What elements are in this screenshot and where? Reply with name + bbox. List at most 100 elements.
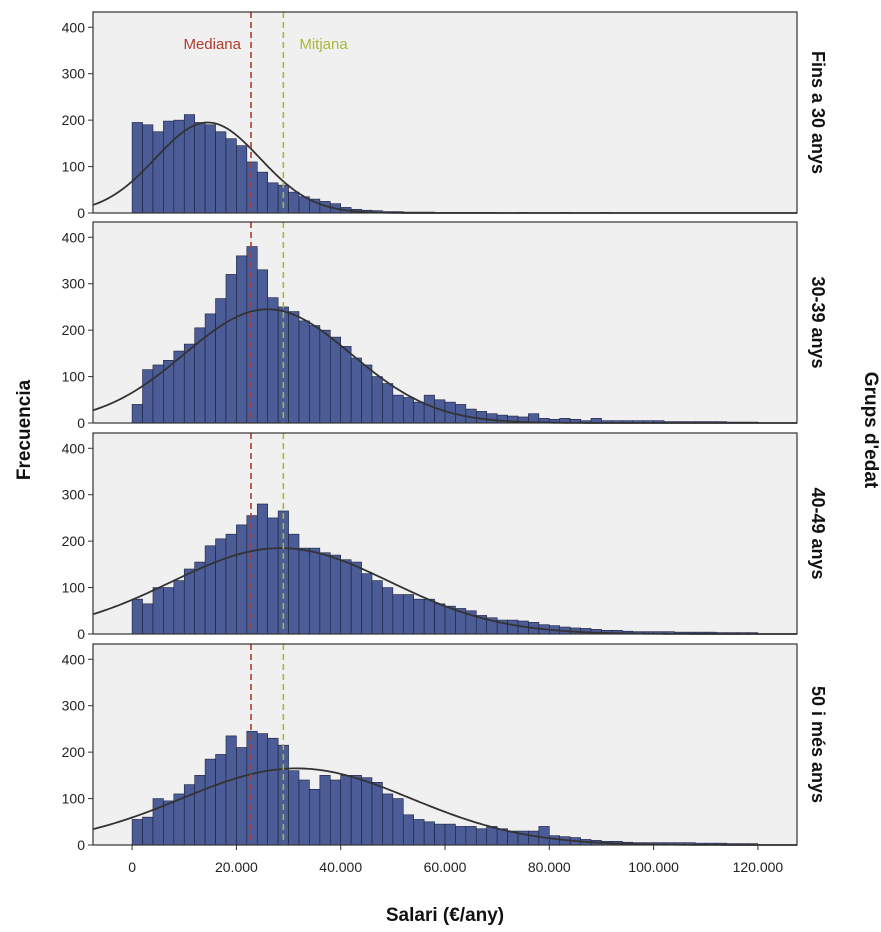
x-axis-title: Salari (€/any): [386, 905, 504, 926]
histogram-bar: [392, 798, 404, 846]
histogram-bar: [131, 122, 143, 214]
group-label: Fins a 30 anys: [808, 51, 828, 174]
histogram-bar: [277, 184, 289, 214]
histogram-bar: [236, 255, 248, 424]
histogram-bar: [548, 835, 561, 846]
y-tick-label: 100: [62, 791, 86, 807]
histogram-bar: [267, 517, 279, 635]
histogram-bar: [246, 161, 258, 214]
histogram-bar: [288, 770, 300, 846]
x-tick-label: 80.000: [528, 859, 571, 875]
histogram-bar: [163, 800, 175, 846]
histogram-bar: [329, 779, 341, 846]
histogram-bar: [298, 779, 310, 846]
histogram-bar: [204, 545, 216, 635]
y-tick-label: 100: [62, 369, 86, 385]
histogram-bar: [152, 587, 164, 635]
histogram-bar: [340, 346, 352, 424]
histogram-bar: [225, 735, 237, 846]
histogram-bar: [402, 397, 415, 424]
panel-frame: [92, 221, 798, 424]
histogram-bar: [142, 603, 154, 635]
histogram-bar: [455, 826, 467, 846]
y-tick-label: 0: [77, 626, 85, 642]
histogram-bar: [392, 594, 404, 635]
group-label: 50 i més anys: [808, 686, 828, 803]
x-tick-label: 60.000: [424, 859, 467, 875]
histogram-bar: [371, 376, 383, 424]
histogram-bar: [507, 619, 519, 635]
histogram-bar: [392, 394, 404, 424]
histogram-bar: [371, 782, 383, 846]
histogram-bar: [382, 587, 394, 635]
histogram-bar: [371, 580, 383, 635]
histogram-bar: [267, 182, 279, 214]
histogram-bar: [163, 587, 175, 635]
histogram-bar: [340, 775, 352, 846]
histogram-bar: [194, 775, 206, 846]
histogram-bar: [131, 819, 143, 846]
histogram-bar: [361, 573, 373, 635]
x-tick-label: 20.000: [215, 859, 258, 875]
histogram-bar: [152, 131, 164, 214]
histogram-bar: [382, 793, 394, 846]
y-tick-label: 300: [62, 66, 86, 82]
histogram-bar: [298, 547, 310, 635]
y-tick-label: 0: [77, 205, 85, 221]
y-tick-label: 300: [62, 698, 86, 714]
histogram-bar: [215, 538, 227, 635]
group-label: 40-49 anys: [808, 487, 828, 579]
histogram-bar: [444, 823, 456, 846]
histogram-bar: [267, 737, 279, 846]
facet-panel: 0 100 200 300 400 50 i més anys: [62, 643, 828, 853]
histogram-bar: [361, 777, 373, 846]
histogram-bar: [236, 524, 248, 635]
histogram-bar: [475, 828, 488, 846]
y-tick-label: 200: [62, 112, 86, 128]
y-tick-label: 400: [62, 651, 86, 667]
panel-frame: [92, 432, 798, 635]
histogram-bar: [382, 383, 394, 424]
histogram-bar: [350, 775, 362, 846]
histogram-bar: [194, 561, 206, 635]
x-tick-label: 0: [128, 859, 136, 875]
histogram-bar: [350, 357, 362, 424]
histogram-bar: [215, 298, 227, 424]
y-tick-label: 300: [62, 276, 86, 292]
histogram-bar: [131, 598, 143, 635]
histogram-bar: [142, 369, 154, 424]
histogram-bar: [423, 394, 435, 424]
y-axis-title: Frecuencia: [14, 379, 35, 480]
histogram-bar: [142, 816, 154, 846]
histogram-bar: [538, 826, 550, 846]
y-tick-label: 200: [62, 322, 86, 338]
histogram-bar: [236, 145, 248, 214]
histogram-bar: [288, 191, 300, 214]
histogram-bar: [183, 568, 195, 635]
histogram-bar: [215, 754, 227, 846]
histogram-bar: [173, 580, 185, 635]
y-tick-label: 300: [62, 487, 86, 503]
histogram-bar: [350, 561, 362, 635]
histogram-bar: [329, 554, 341, 635]
histogram-bar: [298, 320, 310, 424]
histogram-bar: [434, 823, 446, 846]
facet-panels: Mediana Mitjana 0 100 200 300 400 Fins a 30 any…: [62, 11, 828, 853]
histogram-bar: [340, 559, 352, 635]
histogram-bar: [528, 830, 540, 846]
histogram-bar: [413, 401, 425, 424]
histogram-bar: [256, 503, 268, 635]
histogram-bar: [256, 733, 268, 846]
histogram-bar: [246, 730, 258, 846]
histogram-bars: [131, 730, 759, 846]
x-tick-label: 120.000: [733, 859, 784, 875]
histogram-bar: [475, 411, 488, 424]
histogram-bar: [225, 274, 237, 424]
histogram-bar: [225, 533, 237, 635]
histogram-bar: [319, 552, 331, 635]
histogram-bar: [486, 413, 498, 424]
histogram-bar: [246, 515, 258, 635]
panel-frame: [92, 11, 798, 214]
histogram-bar: [256, 171, 268, 214]
